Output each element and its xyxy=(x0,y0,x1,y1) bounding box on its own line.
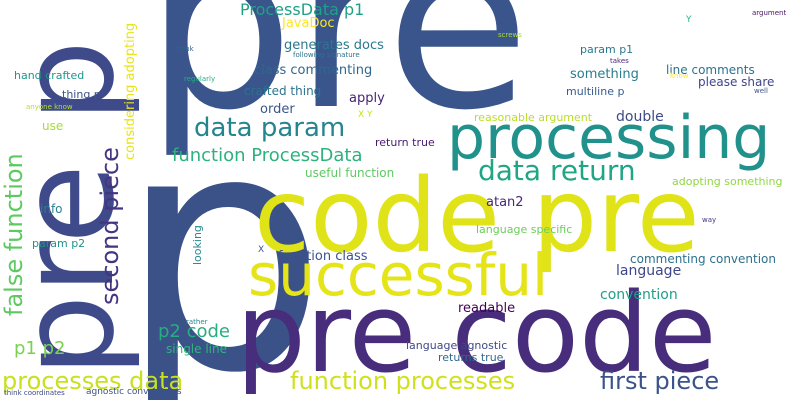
word: returns true xyxy=(438,351,504,364)
word: pre xyxy=(145,0,531,162)
word: p xyxy=(118,61,328,400)
word: info xyxy=(40,202,63,216)
word: function processes xyxy=(290,367,516,395)
word: param p2 xyxy=(32,237,86,250)
word: first piece xyxy=(600,367,720,395)
word: convention xyxy=(600,287,678,303)
word: second piece xyxy=(96,147,124,305)
word: pre code xyxy=(236,269,717,397)
word: think coordinates xyxy=(4,389,65,397)
word: class commenting xyxy=(254,63,373,78)
word: readable xyxy=(458,301,516,316)
word: screws xyxy=(498,31,522,39)
word: line comments xyxy=(666,63,755,77)
word: something xyxy=(570,67,639,82)
word: generates docs xyxy=(284,38,384,53)
word: reasonable argument xyxy=(474,111,593,124)
word: code pre xyxy=(254,157,700,276)
word: think xyxy=(176,45,194,53)
word: commenting convention xyxy=(630,252,777,266)
word: following signature xyxy=(293,51,360,59)
word: language specific xyxy=(476,223,573,236)
word: regularly xyxy=(184,75,216,83)
word: agnostic conventions xyxy=(86,387,182,397)
word: processes data xyxy=(2,367,184,395)
word: JavaDoc xyxy=(282,16,335,31)
word: double xyxy=(616,109,664,125)
word: param p1 xyxy=(580,43,634,56)
word: p2 code xyxy=(158,321,231,342)
word: well xyxy=(754,87,768,95)
word: atan2 xyxy=(486,195,524,210)
word: rather xyxy=(186,318,208,326)
word: looking xyxy=(191,225,204,265)
word: function class xyxy=(278,249,368,264)
word: anyone know xyxy=(26,103,73,111)
word: X xyxy=(258,245,265,255)
word: useful function xyxy=(305,166,395,180)
word: multiline p xyxy=(566,85,625,98)
word: considering adopting xyxy=(123,22,138,160)
word: language agnostic xyxy=(406,339,508,352)
word: order xyxy=(260,102,295,117)
word: processing xyxy=(447,103,771,173)
word: argument xyxy=(752,9,787,17)
word: adopting something xyxy=(672,175,783,188)
word: successful xyxy=(248,241,549,309)
word: use xyxy=(42,119,64,133)
word: p1 p2 xyxy=(14,338,66,359)
word: know xyxy=(670,72,689,80)
word: please share xyxy=(698,75,775,89)
word: apply xyxy=(349,91,385,106)
word: ProcessData p1 xyxy=(240,0,365,19)
word: data return xyxy=(478,154,636,187)
word: thing p xyxy=(62,88,101,101)
word: way xyxy=(702,216,717,224)
word: hand crafted xyxy=(14,69,85,82)
word: single line xyxy=(166,342,227,356)
word: crafted thing xyxy=(244,84,322,98)
word: language xyxy=(616,263,682,279)
word: X Y xyxy=(358,110,373,120)
word: takes xyxy=(610,57,629,65)
word: return true xyxy=(375,136,435,149)
word: Y xyxy=(686,15,692,25)
word: data param xyxy=(194,113,346,143)
word: false function xyxy=(0,153,28,316)
word: function ProcessData xyxy=(172,145,363,166)
